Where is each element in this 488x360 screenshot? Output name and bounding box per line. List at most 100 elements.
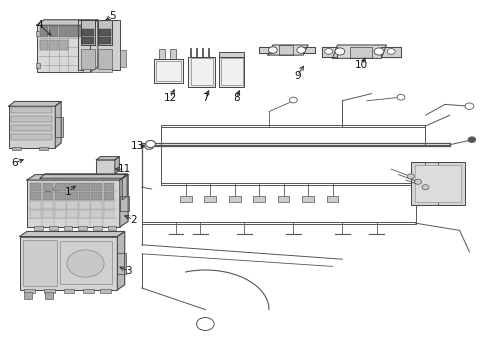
Bar <box>170 49 176 59</box>
Text: 2: 2 <box>130 215 137 225</box>
Polygon shape <box>321 47 337 57</box>
Bar <box>55 117 62 137</box>
Bar <box>30 192 41 200</box>
Bar <box>219 57 244 87</box>
Bar <box>69 26 78 37</box>
Circle shape <box>421 185 428 190</box>
Text: 7: 7 <box>202 93 208 103</box>
Bar <box>410 162 464 205</box>
Bar <box>59 40 68 50</box>
Bar <box>42 210 53 218</box>
Bar <box>107 226 116 230</box>
Bar <box>93 226 102 230</box>
Text: 13: 13 <box>131 141 144 151</box>
Bar <box>49 40 58 50</box>
Bar <box>91 183 102 191</box>
Bar <box>11 116 52 122</box>
Polygon shape <box>115 157 119 174</box>
Bar <box>83 289 94 293</box>
Bar <box>278 45 293 55</box>
Bar <box>60 241 112 284</box>
Bar <box>36 31 40 36</box>
Bar <box>63 289 74 293</box>
Bar <box>120 50 125 67</box>
Circle shape <box>407 174 413 179</box>
Bar <box>11 125 52 131</box>
Bar <box>67 210 78 218</box>
Circle shape <box>44 186 52 192</box>
Circle shape <box>144 143 153 149</box>
Text: 5: 5 <box>109 11 116 21</box>
Text: 10: 10 <box>355 60 367 70</box>
Bar <box>40 177 122 200</box>
Bar <box>11 107 52 113</box>
Bar <box>98 20 112 45</box>
Bar <box>103 210 114 218</box>
Circle shape <box>396 94 404 100</box>
Circle shape <box>324 49 332 54</box>
Bar <box>39 147 48 150</box>
Circle shape <box>268 47 277 53</box>
Bar <box>30 201 41 209</box>
Bar <box>40 40 48 50</box>
Circle shape <box>296 47 305 53</box>
Text: 3: 3 <box>125 266 132 276</box>
Bar <box>12 147 21 150</box>
Bar <box>188 57 215 87</box>
Bar <box>37 25 90 72</box>
Bar <box>67 201 78 209</box>
Bar <box>156 61 181 81</box>
Bar <box>81 49 95 69</box>
Circle shape <box>414 179 421 184</box>
Bar <box>253 196 264 202</box>
Text: 12: 12 <box>163 93 177 103</box>
Bar <box>228 196 240 202</box>
Bar <box>42 201 53 209</box>
Circle shape <box>373 48 383 55</box>
Bar <box>98 49 112 69</box>
Bar <box>79 192 90 200</box>
Polygon shape <box>37 20 98 25</box>
Bar <box>27 180 120 227</box>
Text: 9: 9 <box>293 71 300 81</box>
Bar <box>55 201 65 209</box>
Bar <box>67 192 78 200</box>
Bar <box>120 196 128 211</box>
Polygon shape <box>9 102 61 106</box>
Polygon shape <box>259 47 272 53</box>
Bar <box>49 226 58 230</box>
Text: 4: 4 <box>37 20 43 30</box>
Bar <box>221 58 242 85</box>
Circle shape <box>289 97 297 103</box>
Bar <box>100 289 111 293</box>
Bar <box>42 183 53 191</box>
Bar <box>55 192 65 200</box>
Bar <box>24 289 35 293</box>
Bar <box>219 52 244 57</box>
Text: 8: 8 <box>232 93 239 103</box>
Bar <box>103 192 114 200</box>
Polygon shape <box>267 45 307 55</box>
Bar <box>24 292 32 299</box>
Bar <box>40 26 48 37</box>
Bar <box>44 289 55 293</box>
Bar <box>154 59 183 83</box>
Circle shape <box>334 48 344 55</box>
Bar <box>49 26 58 37</box>
Bar <box>23 240 57 286</box>
Polygon shape <box>90 20 98 72</box>
Polygon shape <box>27 175 128 180</box>
Polygon shape <box>55 102 61 148</box>
Bar <box>67 183 78 191</box>
Circle shape <box>464 103 473 109</box>
Circle shape <box>145 140 155 148</box>
Bar <box>30 210 41 218</box>
Circle shape <box>196 318 214 330</box>
Bar <box>59 26 68 37</box>
Bar <box>180 196 191 202</box>
Circle shape <box>53 187 59 191</box>
Circle shape <box>386 49 394 54</box>
Polygon shape <box>332 45 386 58</box>
Polygon shape <box>381 47 400 57</box>
Bar <box>81 20 95 45</box>
